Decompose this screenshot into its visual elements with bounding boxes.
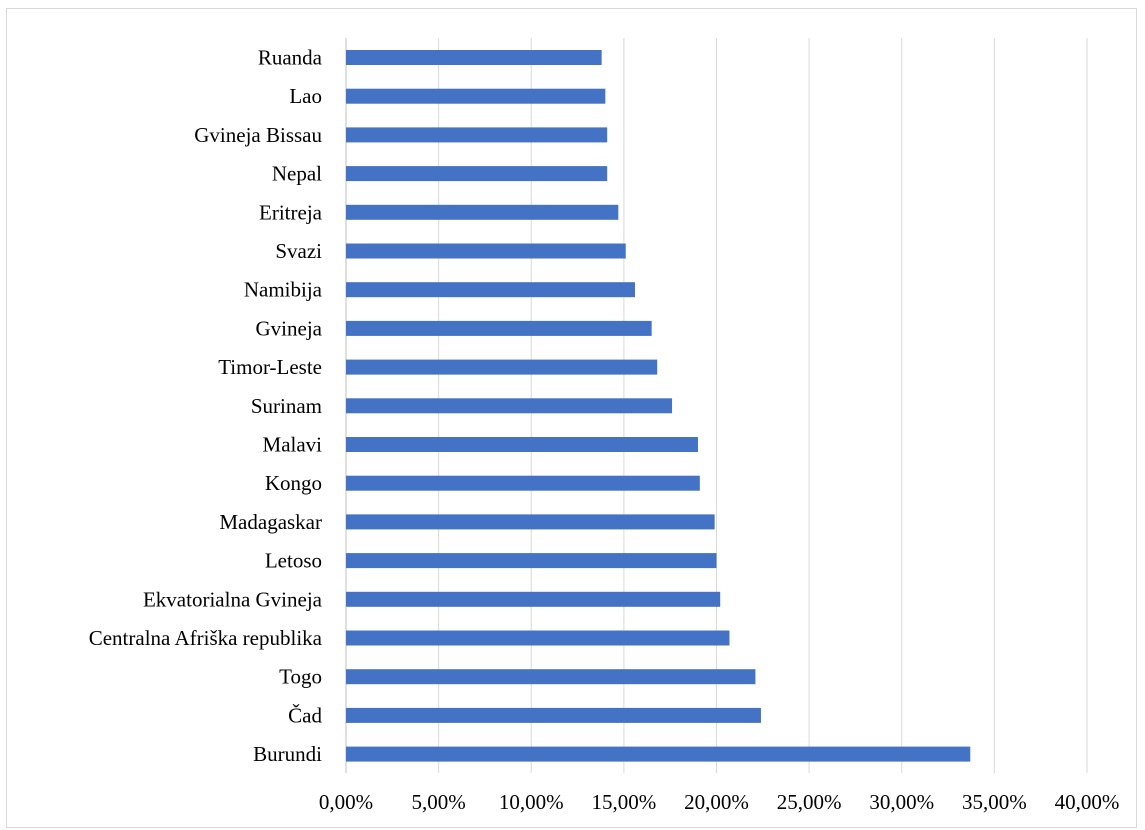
bar — [346, 398, 673, 414]
x-tick-label: 15,00% — [592, 790, 657, 814]
bar — [346, 127, 608, 143]
bar — [346, 553, 717, 569]
category-label: Centralna Afriška republika — [89, 626, 323, 650]
x-tick-label: 10,00% — [499, 790, 564, 814]
bar — [346, 514, 715, 530]
category-label: Burundi — [253, 742, 322, 766]
category-label: Togo — [279, 665, 322, 689]
x-tick-label: 5,00% — [412, 790, 466, 814]
bar — [346, 243, 626, 259]
category-label: Madagaskar — [219, 510, 322, 534]
category-label: Ekvatorialna Gvineja — [143, 587, 323, 611]
bar — [346, 320, 652, 336]
x-tick-label: 35,00% — [962, 790, 1027, 814]
bar — [346, 475, 700, 491]
bar — [346, 204, 619, 220]
category-label: Čad — [288, 703, 322, 727]
chart-frame — [6, 8, 1137, 828]
category-label: Lao — [289, 84, 322, 108]
bar — [346, 630, 730, 646]
bar — [346, 359, 658, 375]
category-label: Letoso — [265, 549, 322, 573]
category-label: Eritreja — [259, 200, 323, 224]
category-label: Surinam — [251, 394, 322, 418]
bar — [346, 707, 761, 723]
bar — [346, 50, 602, 65]
bar — [346, 166, 608, 182]
x-tick-label: 25,00% — [777, 790, 842, 814]
x-tick-label: 30,00% — [869, 790, 934, 814]
category-label: Ruanda — [258, 46, 323, 70]
gridlines — [345, 38, 1088, 773]
x-tick-label: 0,00% — [319, 790, 373, 814]
bar — [346, 669, 756, 685]
category-labels: Ruanda Lao Gvineja Bissau Nepal Eritreja Svaz… — [89, 46, 323, 767]
bars — [346, 50, 971, 762]
category-label: Timor-Leste — [218, 355, 322, 379]
bar — [346, 88, 606, 104]
category-label: Gvineja — [256, 316, 323, 340]
category-label: Gvineja Bissau — [194, 123, 322, 147]
category-label: Nepal — [272, 162, 322, 186]
bar — [346, 282, 635, 298]
category-label: Malavi — [263, 433, 323, 457]
bar — [346, 746, 971, 762]
bar — [346, 437, 698, 452]
category-label: Svazi — [275, 239, 322, 263]
bar — [346, 591, 721, 607]
x-tick-label: 40,00% — [1055, 790, 1120, 814]
x-tick-label: 20,00% — [684, 790, 749, 814]
category-label: Kongo — [265, 471, 322, 495]
x-tick-labels: 0,00% 5,00% 10,00% 15,00% 20,00% 25,00% 30,00%… — [319, 790, 1120, 814]
category-label: Namibija — [244, 278, 323, 302]
